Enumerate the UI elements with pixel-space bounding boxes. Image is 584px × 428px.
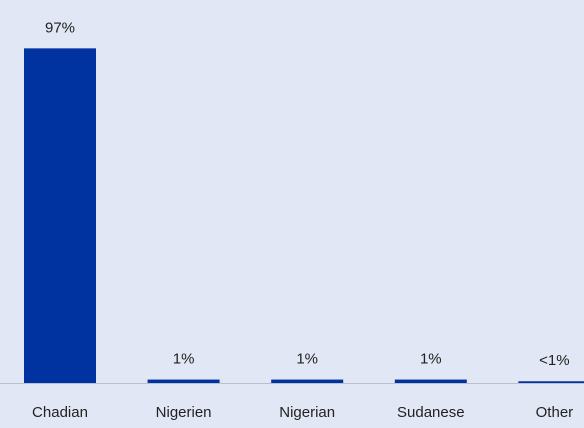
bar (518, 381, 584, 383)
x-tick-label: Nigerien (156, 404, 212, 421)
value-label: 97% (45, 19, 75, 36)
x-tick-label: Other (536, 404, 574, 421)
bar (24, 48, 96, 383)
value-label: 1% (296, 351, 318, 368)
bar (147, 379, 220, 383)
bar (271, 379, 344, 383)
x-tick-label: Nigerian (279, 404, 335, 421)
value-label: 1% (420, 351, 442, 368)
x-tick-label: Chadian (32, 404, 88, 421)
value-label: <1% (539, 352, 569, 369)
bar (394, 379, 467, 383)
x-tick-label: Sudanese (397, 404, 465, 421)
value-label: 1% (173, 351, 195, 368)
